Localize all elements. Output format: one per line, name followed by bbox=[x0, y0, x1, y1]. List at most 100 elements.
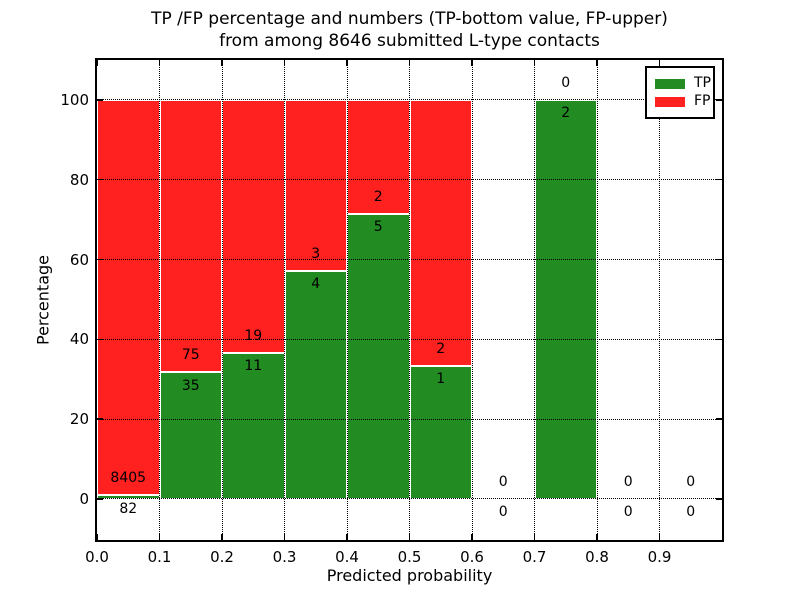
y-tick-mark-right bbox=[716, 498, 722, 500]
y-tick-mark bbox=[97, 99, 103, 101]
x-tick-label: 0.1 bbox=[147, 548, 172, 566]
x-tick-mark-top bbox=[658, 60, 661, 66]
chart-title-line1: TP /FP percentage and numbers (TP-bottom… bbox=[151, 9, 668, 29]
legend-item-fp: FP bbox=[655, 94, 713, 109]
x-tick-mark bbox=[221, 534, 223, 540]
tp-count-label: 35 bbox=[181, 377, 200, 394]
y-tick-label: 0 bbox=[79, 489, 89, 508]
y-tick-label: 40 bbox=[69, 330, 89, 349]
fp-count-label: 0 bbox=[623, 474, 633, 491]
x-tick-label: 0.9 bbox=[647, 548, 672, 566]
v-gridline bbox=[284, 60, 285, 540]
tp-bar-segment bbox=[534, 99, 597, 499]
y-tick-mark bbox=[97, 418, 103, 420]
x-tick-mark bbox=[96, 534, 98, 540]
y-tick-mark bbox=[97, 258, 103, 261]
x-tick-mark-top bbox=[221, 60, 223, 66]
x-tick-label: 0.2 bbox=[210, 548, 234, 566]
fp-count-label: 3 bbox=[311, 246, 321, 263]
tp-bar-segment bbox=[159, 371, 222, 499]
tp-count-label: 1 bbox=[436, 371, 446, 388]
fp-count-label: 2 bbox=[373, 189, 383, 206]
x-tick-label: 0.7 bbox=[522, 548, 547, 566]
y-tick-mark bbox=[97, 498, 103, 500]
tp-count-label: 0 bbox=[498, 504, 508, 521]
x-tick-mark bbox=[596, 534, 598, 540]
v-gridline bbox=[659, 60, 660, 540]
tp-count-label: 11 bbox=[244, 358, 263, 375]
fp-count-label: 0 bbox=[498, 474, 508, 491]
fp-count-label: 19 bbox=[244, 327, 263, 344]
fp-count-label: 8405 bbox=[110, 470, 147, 487]
tp-bar-segment bbox=[347, 213, 410, 499]
legend: TP FP bbox=[645, 66, 715, 119]
x-tick-mark-top bbox=[158, 60, 161, 66]
fp-bar-segment bbox=[409, 99, 472, 366]
v-gridline bbox=[596, 60, 598, 540]
x-axis-label: Predicted probability bbox=[326, 566, 493, 585]
x-tick-mark bbox=[533, 534, 536, 540]
x-tick-label: 0.5 bbox=[397, 548, 422, 566]
x-tick-mark-top bbox=[346, 60, 348, 66]
x-tick-mark bbox=[658, 534, 661, 540]
x-tick-label: 0.6 bbox=[460, 548, 484, 566]
x-tick-label: 0.8 bbox=[585, 548, 609, 566]
x-tick-mark bbox=[408, 534, 411, 540]
x-tick-mark bbox=[283, 534, 286, 540]
fp-bar-segment bbox=[97, 99, 160, 496]
fp-legend-swatch-icon bbox=[655, 96, 685, 107]
v-gridline bbox=[221, 60, 223, 540]
fp-bar-segment bbox=[159, 99, 222, 372]
chart-title: TP /FP percentage and numbers (TP-bottom… bbox=[97, 8, 722, 52]
tp-count-label: 0 bbox=[623, 504, 633, 521]
y-tick-mark bbox=[97, 178, 103, 181]
fp-bar-segment bbox=[347, 99, 410, 214]
plot-area: TP FP 0.0 0.1 0.2 0.3 0.4 0.5 0.6 0.7 0.8 0.9 0 20 4… bbox=[60, 58, 724, 566]
y-tick-label: 100 bbox=[60, 90, 89, 109]
x-tick-mark-top bbox=[408, 60, 411, 66]
v-gridline bbox=[471, 60, 473, 540]
x-tick-mark bbox=[346, 534, 348, 540]
x-tick-label: 0.3 bbox=[272, 548, 297, 566]
fp-legend-label: FP bbox=[694, 93, 711, 109]
x-tick-label: 0.4 bbox=[335, 548, 359, 566]
v-gridline bbox=[534, 60, 535, 540]
tp-legend-label: TP bbox=[694, 75, 711, 91]
chart-title-line2: from among 8646 submitted L-type contact… bbox=[219, 31, 600, 51]
fp-count-label: 2 bbox=[436, 341, 446, 358]
x-tick-mark-top bbox=[596, 60, 598, 66]
tp-count-label: 2 bbox=[561, 105, 571, 122]
y-tick-label: 60 bbox=[69, 250, 89, 269]
y-tick-mark-right bbox=[716, 99, 722, 101]
v-gridline bbox=[409, 60, 410, 540]
x-tick-mark-top bbox=[533, 60, 536, 66]
tp-count-label: 5 bbox=[373, 219, 383, 236]
x-tick-mark bbox=[158, 534, 161, 540]
y-tick-mark-right bbox=[716, 418, 722, 420]
x-tick-mark bbox=[471, 534, 473, 540]
fp-count-label: 75 bbox=[181, 347, 200, 364]
x-tick-mark-top bbox=[471, 60, 473, 66]
tp-legend-swatch-icon bbox=[655, 78, 685, 89]
legend-item-tp: TP bbox=[655, 76, 713, 91]
v-gridline bbox=[346, 60, 348, 540]
tp-count-label: 82 bbox=[119, 500, 138, 517]
fp-bar-segment bbox=[222, 99, 285, 353]
tp-count-label: 4 bbox=[311, 276, 321, 293]
x-tick-mark-top bbox=[283, 60, 286, 66]
v-gridline bbox=[159, 60, 160, 540]
fp-count-label: 0 bbox=[561, 75, 571, 92]
x-tick-mark-top bbox=[96, 60, 98, 66]
x-tick-label: 0.0 bbox=[85, 548, 109, 566]
y-tick-mark-right bbox=[716, 338, 722, 341]
y-tick-label: 80 bbox=[69, 170, 89, 189]
y-tick-mark-right bbox=[716, 258, 722, 261]
tp-bar-segment bbox=[284, 270, 347, 499]
y-tick-mark-right bbox=[716, 178, 722, 181]
y-tick-label: 20 bbox=[69, 410, 89, 429]
fp-count-label: 0 bbox=[686, 474, 696, 491]
tp-count-label: 0 bbox=[686, 504, 696, 521]
tp-bar-segment bbox=[222, 352, 285, 499]
y-tick-mark bbox=[97, 338, 103, 341]
